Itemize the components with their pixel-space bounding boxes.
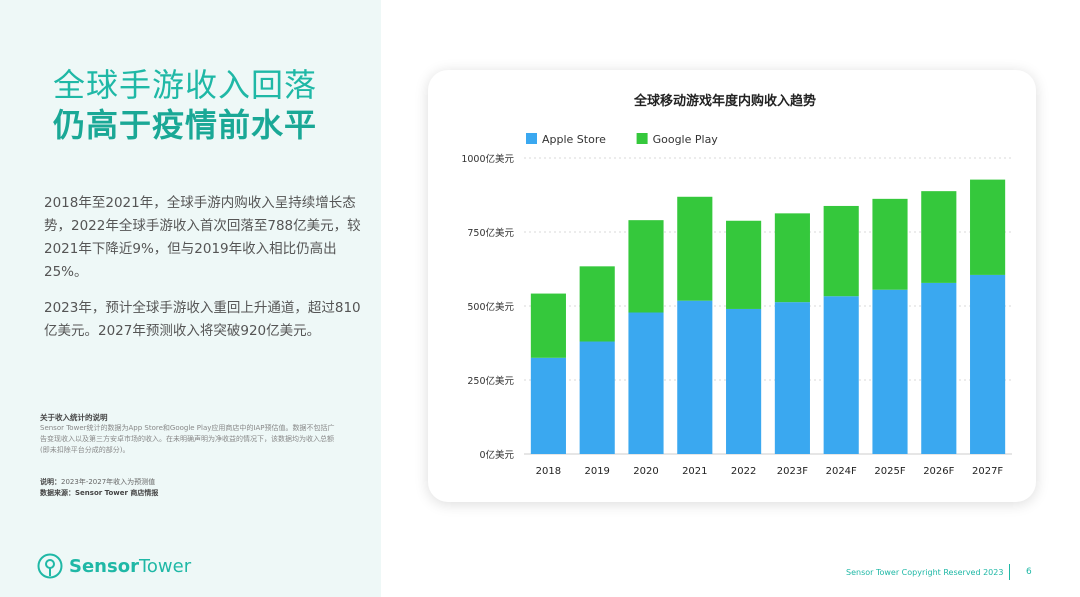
chart-x-labels: 2018 2019 2020 2021 2022 2023F 2024F 2025F 2026F… [536,466,1004,477]
bar-segment [628,312,664,454]
x-tick-label: 2026F [923,466,954,477]
legend-label: Google Play [653,133,719,146]
paragraph-1: 2018年至2021年，全球手游内购收入呈持续增长态势，2022年全球手游收入首… [44,195,361,280]
bar-segment [530,293,566,358]
bar-segment [872,289,908,454]
notes-explain: 说明：2023年-2027年收入为预测值 [40,477,155,487]
x-tick-label: 2024F [826,466,857,477]
bar-segment [970,274,1006,454]
bar-segment [921,191,957,283]
sensor-tower-logo-icon [37,553,63,579]
x-tick-label: 2020 [633,466,658,477]
bar-segment [872,198,908,290]
brand-name-bold: Sensor [69,555,139,577]
legend-swatch [526,133,537,144]
bar-segment [677,196,713,301]
x-tick-label: 2019 [584,466,609,477]
legend-label: Apple Store [542,133,606,146]
y-tick-label: 250亿美元 [467,375,514,387]
bar-segment [726,308,762,454]
brand-name-regular: Tower [138,555,192,577]
x-tick-label: 2025F [874,466,905,477]
notes-source-text: Sensor Tower 商店情报 [75,489,159,497]
notes-source-label: 数据来源： [40,489,75,497]
x-tick-label: 2018 [536,466,561,477]
x-tick-label: 2027F [972,466,1003,477]
y-tick-label: 0亿美元 [479,449,514,461]
chart-card: 全球移动游戏年度内购收入趋势 Apple Store Google Play 20… [428,70,1036,502]
page-number: 6 [1026,567,1032,577]
bar-segment [921,282,957,454]
notes-title: 关于收入统计的说明 [40,413,108,422]
paragraph-2: 2023年，预计全球手游收入重回上升通道，超过810亿美元。2027年预测收入将… [44,300,361,339]
chart-title: 全球移动游戏年度内购收入趋势 [633,93,816,109]
chart-legend: Apple Store Google Play [526,133,718,146]
notes-explain-text: 2023年-2027年收入为预测值 [61,478,156,486]
legend-swatch [636,133,648,144]
footer-copyright: Sensor Tower Copyright Reserved 2023 [846,568,1004,577]
x-tick-label: 2021 [682,466,707,477]
brand: SensorTower [37,553,191,579]
revenue-chart: 全球移动游戏年度内购收入趋势 Apple Store Google Play 20… [461,93,1012,477]
bar-segment [823,205,859,297]
chart-y-labels: 0亿美元 250亿美元 500亿美元 750亿美元 1000亿美元 [461,153,514,461]
bar-segment [628,220,664,313]
brand-name: SensorTower [69,556,191,577]
bar-segment [530,357,566,454]
bar-segment [677,300,713,454]
y-tick-label: 1000亿美元 [461,153,514,165]
y-tick-label: 750亿美元 [467,227,514,239]
x-tick-label: 2023F [777,466,808,477]
bar-segment [774,213,810,303]
bar-segment [579,341,615,454]
left-panel: 全球手游收入回落 仍高于疫情前水平 2018年至2021年，全球手游内购收入呈持… [0,0,381,597]
headline-line-1: 全球手游收入回落 [53,66,318,104]
y-tick-label: 500亿美元 [467,301,514,313]
notes-body: Sensor Tower统计的数据为App Store和Google Play应… [40,424,335,454]
notes-source: 数据来源：Sensor Tower 商店情报 [40,488,158,498]
bar-segment [823,296,859,454]
bar-segment [579,266,615,342]
chart-bars [530,179,1006,454]
bar-segment [774,302,810,454]
x-tick-label: 2022 [731,466,756,477]
headline-line-2: 仍高于疫情前水平 [53,106,318,144]
notes-explain-label: 说明： [40,478,61,486]
bar-segment [726,220,762,309]
bar-segment [970,179,1006,275]
footer-divider [1009,564,1010,580]
